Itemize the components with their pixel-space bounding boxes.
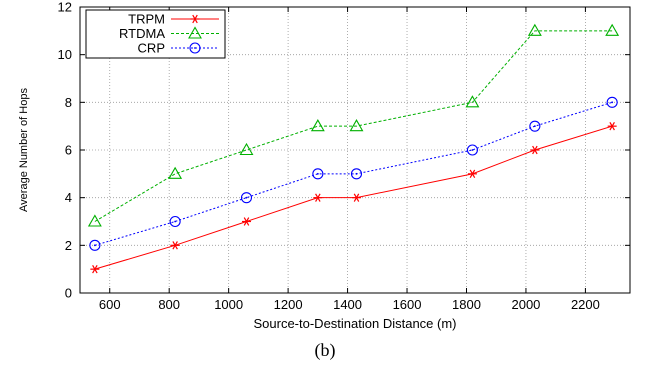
legend-label-crp: CRP [138,41,165,56]
series-line-crp [94,101,613,246]
data-point-rtdma [87,214,102,227]
x-tick-label: 1000 [214,297,243,312]
legend-marker-rtdma [188,26,202,39]
data-point-crp [240,192,253,204]
series-crp [89,96,618,251]
figure-caption: (b) [314,340,336,360]
y-axis-label: Average Number of Hops [18,88,30,212]
data-point-rtdma [168,166,183,179]
y-tick-label: 8 [65,95,72,110]
x-axis-label: Source-to-Destination Distance (m) [253,316,456,331]
data-point-trpm [241,217,251,226]
x-tick-label: 2000 [511,297,540,312]
axis-ticks: 600 800 1000 1200 1400 1600 1800 2000 2200 0 2 4 6 8 1… [58,0,630,312]
legend-marker-crp [189,42,201,54]
data-point-rtdma [310,119,325,132]
data-point-rtdma [349,119,364,132]
data-point-crp [89,239,101,251]
data-point-rtdma [465,95,480,108]
legend-label-rtdma: RTDMA [119,26,165,41]
data-point-crp [169,215,181,228]
data-point-trpm [170,241,180,250]
y-tick-label: 10 [58,47,72,62]
y-tick-label: 6 [65,143,72,158]
data-point-rtdma [239,142,254,156]
series-line-trpm [94,125,613,270]
x-tick-label: 800 [158,297,180,312]
x-tick-label: 1400 [333,297,362,312]
x-tick-label: 2200 [571,297,600,312]
legend-marker-trpm [190,14,200,24]
data-point-crp [350,168,363,180]
series-trpm [90,121,617,274]
x-tick-label: 1600 [393,297,422,312]
data-point-trpm [530,145,540,155]
data-point-trpm [467,169,477,179]
y-tick-label: 12 [58,0,72,15]
series-group [87,23,620,274]
data-point-trpm [351,193,361,202]
data-point-rtdma [605,23,620,36]
data-point-crp [466,144,478,156]
legend-label-trpm: TRPM [128,12,165,27]
data-point-crp [312,168,324,180]
y-tick-label: 2 [65,238,72,253]
series-rtdma [87,23,620,227]
series-line-rtdma [94,30,613,222]
x-tick-label: 600 [99,297,121,312]
y-tick-label: 0 [65,286,72,301]
data-point-trpm [90,264,100,274]
x-tick-label: 1800 [452,297,481,312]
x-tick-label: 1200 [274,297,303,312]
data-point-crp [529,120,541,132]
y-tick-label: 4 [65,190,72,205]
data-point-rtdma [527,23,542,36]
data-point-trpm [607,121,617,131]
data-point-crp [606,96,618,108]
data-point-trpm [313,193,323,202]
